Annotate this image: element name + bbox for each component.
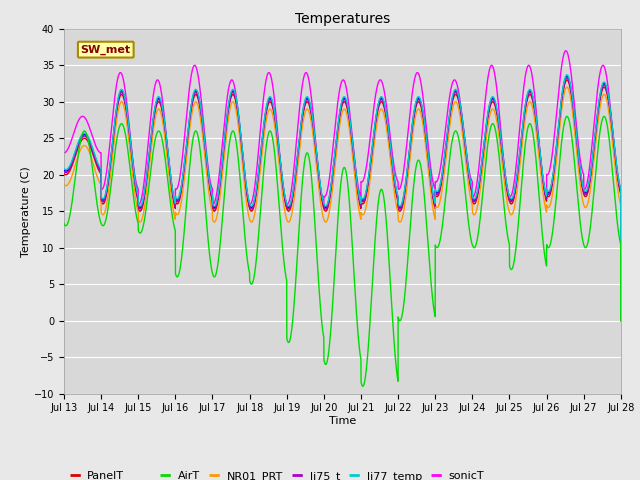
PanelT	[250, 206, 257, 212]
sonicT	[483, 84, 490, 90]
AirT	[600, 113, 608, 119]
AirT	[60, 221, 68, 227]
AirT	[587, 222, 595, 228]
PanelT	[563, 77, 571, 83]
PanelT	[467, 186, 475, 192]
Y-axis label: Temperature (C): Temperature (C)	[21, 166, 31, 257]
sonicT	[467, 176, 475, 182]
AirT	[324, 357, 332, 363]
Line: AirT: AirT	[64, 116, 621, 386]
AirT	[359, 384, 367, 389]
AirT	[617, 318, 625, 324]
Text: SW_met: SW_met	[81, 45, 131, 55]
NR01_PRT	[483, 132, 490, 137]
Line: sonicT: sonicT	[64, 51, 621, 321]
li75_t	[483, 121, 490, 127]
PanelT	[587, 175, 595, 181]
sonicT	[594, 88, 602, 94]
NR01_PRT	[60, 182, 68, 188]
li77_temp	[467, 181, 475, 187]
li75_t	[60, 169, 68, 175]
AirT	[594, 151, 602, 156]
li75_t	[594, 113, 602, 119]
NR01_PRT	[324, 216, 332, 222]
Line: AM25T_PRT: AM25T_PRT	[64, 76, 621, 317]
AM25T_PRT	[250, 203, 257, 208]
li75_t	[324, 204, 332, 209]
PanelT	[617, 318, 625, 324]
sonicT	[60, 150, 68, 156]
Line: li75_t: li75_t	[64, 78, 621, 318]
li75_t	[467, 184, 475, 190]
AM25T_PRT	[594, 112, 602, 118]
li77_temp	[483, 118, 490, 124]
AirT	[467, 237, 475, 242]
li75_t	[587, 173, 595, 179]
PanelT	[594, 116, 602, 121]
li77_temp	[324, 201, 332, 206]
sonicT	[562, 48, 570, 54]
X-axis label: Time: Time	[329, 416, 356, 426]
sonicT	[587, 156, 595, 162]
Line: NR01_PRT: NR01_PRT	[64, 87, 621, 321]
NR01_PRT	[467, 197, 475, 203]
li77_temp	[594, 110, 602, 116]
NR01_PRT	[617, 318, 625, 324]
NR01_PRT	[594, 124, 602, 130]
NR01_PRT	[587, 185, 595, 191]
AM25T_PRT	[60, 168, 68, 173]
sonicT	[250, 193, 257, 199]
AirT	[483, 150, 491, 156]
Line: li77_temp: li77_temp	[64, 75, 621, 315]
NR01_PRT	[563, 84, 571, 90]
li77_temp	[587, 170, 595, 176]
li77_temp	[60, 166, 68, 172]
li75_t	[617, 315, 625, 321]
AM25T_PRT	[563, 73, 571, 79]
Line: PanelT: PanelT	[64, 80, 621, 321]
PanelT	[483, 123, 490, 129]
AM25T_PRT	[617, 314, 625, 320]
AM25T_PRT	[587, 171, 595, 177]
AirT	[250, 278, 257, 284]
li75_t	[563, 75, 571, 81]
AM25T_PRT	[467, 183, 475, 189]
AM25T_PRT	[324, 202, 332, 208]
li77_temp	[250, 201, 257, 207]
Title: Temperatures: Temperatures	[295, 12, 390, 26]
NR01_PRT	[250, 217, 257, 223]
Legend: PanelT, AM25T_PRT, AirT, NR01_PRT, li75_t, li77_temp, sonicT: PanelT, AM25T_PRT, AirT, NR01_PRT, li75_…	[70, 471, 484, 480]
sonicT	[617, 318, 625, 324]
PanelT	[324, 206, 332, 212]
li77_temp	[617, 312, 625, 318]
li77_temp	[563, 72, 571, 78]
sonicT	[324, 187, 332, 192]
li75_t	[250, 204, 257, 210]
PanelT	[60, 171, 68, 177]
AM25T_PRT	[483, 120, 490, 125]
